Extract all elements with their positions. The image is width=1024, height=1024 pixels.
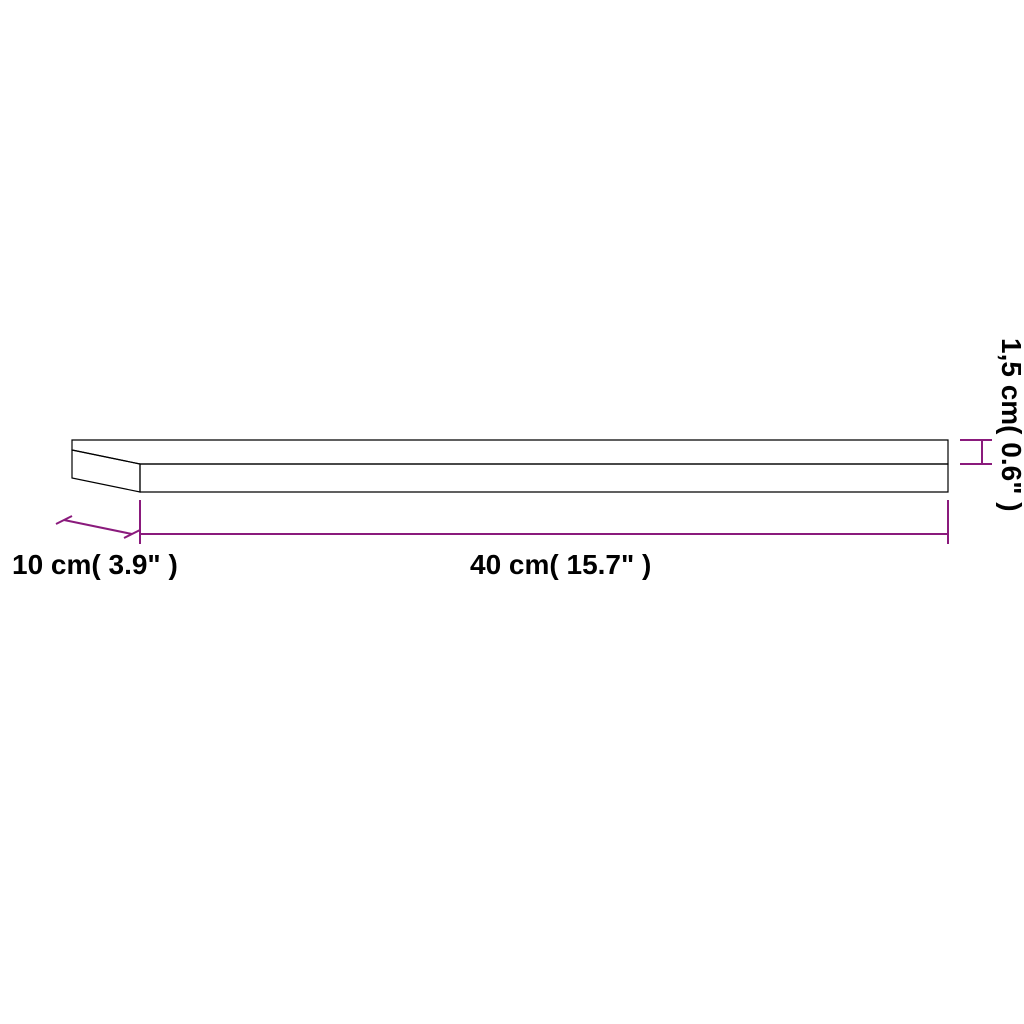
dim-height-label: 1,5 cm( 0.6" ) [996,338,1024,512]
canvas-background [0,0,1024,1024]
dim-width-label: 40 cm( 15.7" ) [470,549,651,580]
dim-depth-label: 10 cm( 3.9" ) [12,549,178,580]
